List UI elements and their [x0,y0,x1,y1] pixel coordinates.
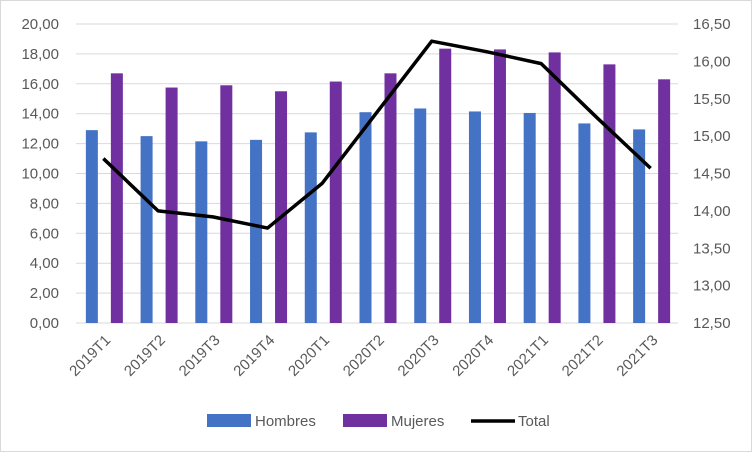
y-left-tick-label: 18,00 [21,46,59,63]
bar-mujeres [658,79,671,323]
x-tick-label: 2019T3 [176,332,224,380]
x-tick-label: 2021T3 [613,332,661,380]
bar-hombres [250,139,263,323]
bar-hombres [195,141,208,323]
bar-mujeres [493,49,506,323]
y-left-tick-label: 10,00 [21,166,59,183]
bar-mujeres [439,48,452,323]
y-right-tick-label: 15,00 [693,128,731,145]
y-right-tick-label: 14,00 [693,203,731,220]
bar-mujeres [220,85,233,323]
bar-hombres [523,112,536,323]
bar-mujeres [165,87,178,323]
y-left-tick-label: 8,00 [30,195,59,212]
y-left-tick-label: 4,00 [30,255,59,272]
y-right-tick-label: 14,50 [693,166,731,183]
legend-label-total: Total [518,413,550,430]
x-tick-label: 2021T2 [559,332,607,380]
legend-swatch-mujeres [343,414,387,427]
bar-hombres [414,108,427,323]
y-right-tick-label: 15,50 [693,91,731,108]
bar-hombres [359,112,372,323]
bar-mujeres [110,73,123,324]
bar-mujeres [329,81,342,324]
legend-label-mujeres: Mujeres [391,413,444,430]
y-left-tick-label: 0,00 [30,315,59,332]
y-right-tick-label: 16,00 [693,53,731,70]
y-left-tick-label: 14,00 [21,106,59,123]
bar-mujeres [275,91,288,324]
x-tick-label: 2019T1 [66,332,114,380]
bar-hombres [304,132,317,323]
bar-hombres [85,130,98,323]
x-tick-label: 2020T2 [340,332,388,380]
x-tick-label: 2020T1 [285,332,333,380]
x-tick-label: 2020T3 [395,332,443,380]
y-left-tick-label: 20,00 [21,16,59,33]
bar-mujeres [603,64,616,324]
y-left-tick-label: 16,00 [21,76,59,93]
y-right-tick-label: 13,50 [693,240,731,257]
x-tick-label: 2020T4 [449,332,497,380]
legend-swatch-hombres [207,414,251,427]
bar-hombres [140,136,153,323]
bar-mujeres [384,73,397,324]
y-left-tick-label: 12,00 [21,136,59,153]
x-tick-label: 2019T2 [121,332,169,380]
x-tick-label: 2021T1 [504,332,552,380]
y-right-tick-label: 12,50 [693,315,731,332]
y-right-tick-label: 13,00 [693,278,731,295]
y-left-tick-label: 2,00 [30,285,59,302]
bar-hombres [633,129,646,323]
bar-mujeres [548,52,561,323]
x-tick-label: 2019T4 [230,332,278,380]
legend-label-hombres: Hombres [255,413,316,430]
y-right-tick-label: 16,50 [693,16,731,33]
bar-hombres [578,123,591,323]
bar-hombres [468,111,481,324]
line-total [102,39,652,230]
y-left-tick-label: 6,00 [30,225,59,242]
